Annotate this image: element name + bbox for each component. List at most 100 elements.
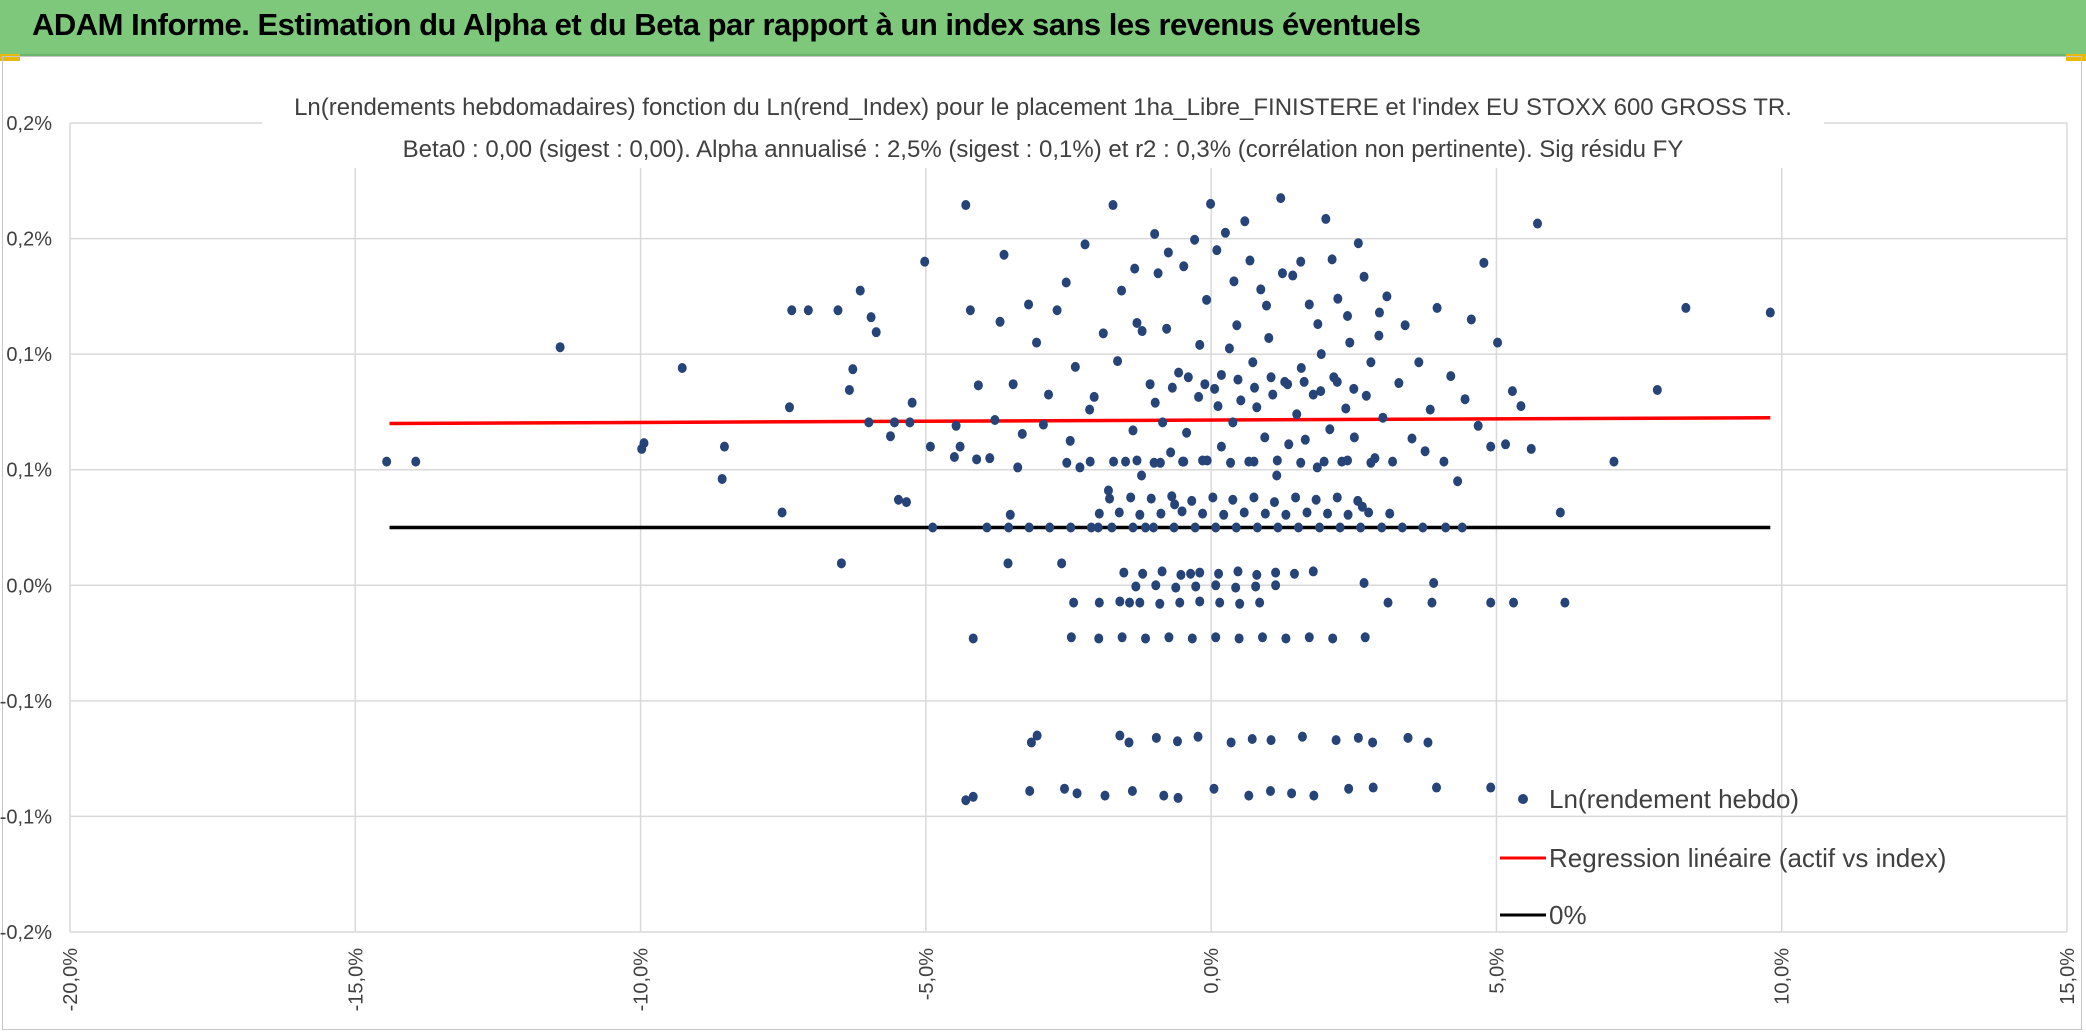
data-point [1191, 581, 1201, 592]
data-point [1187, 495, 1197, 506]
data-point [1061, 277, 1071, 288]
data-point [1271, 567, 1281, 578]
data-point [1232, 320, 1242, 331]
chart-frame [2, 56, 2082, 1030]
data-point [1151, 580, 1161, 591]
data-point [1164, 632, 1174, 643]
data-point [1186, 568, 1196, 579]
data-point [1349, 383, 1359, 394]
data-point [961, 200, 971, 211]
data-point [1343, 455, 1353, 466]
data-point [1385, 508, 1395, 519]
data-point [1212, 245, 1222, 256]
data-point [901, 497, 911, 508]
data-point [1284, 439, 1294, 450]
data-point [973, 380, 983, 391]
banner: ADAM Informe. Estimation du Alpha et du … [0, 0, 2086, 56]
data-point [1501, 439, 1511, 450]
data-point [995, 316, 1005, 327]
data-point [1236, 395, 1246, 406]
data-point [1145, 379, 1155, 390]
data-point [1335, 522, 1345, 533]
data-point [1486, 441, 1496, 452]
data-point [1179, 456, 1189, 467]
data-point [990, 415, 1000, 426]
data-point [972, 454, 982, 465]
data-point [1158, 417, 1168, 428]
data-point [1177, 506, 1187, 517]
data-point [1360, 632, 1370, 643]
data-point [1173, 792, 1183, 803]
data-point [787, 305, 797, 316]
data-point [1125, 597, 1135, 608]
corner-marker-left [0, 54, 20, 61]
data-point [1397, 522, 1407, 533]
data-point [1211, 522, 1221, 533]
data-point [1361, 390, 1371, 401]
data-point [1206, 198, 1216, 209]
data-point [1441, 522, 1451, 533]
data-point [1075, 462, 1085, 473]
data-point [719, 441, 729, 452]
data-point [1473, 420, 1483, 431]
data-point [1382, 291, 1392, 302]
data-point [1115, 596, 1125, 607]
corner-marker-right [2066, 54, 2086, 61]
data-point [1119, 567, 1129, 578]
data-point [1272, 455, 1282, 466]
chart-title-line1: Ln(rendements hebdomadaires) fonction du… [294, 94, 1792, 121]
data-point [1252, 569, 1262, 580]
data-point [1135, 597, 1145, 608]
data-point [982, 522, 992, 533]
data-point [1072, 788, 1082, 799]
y-axis-labels: 0,2% 0,2% 0,1% 0,1% 0,0% -0,1% -0,1% -0,2% [0, 113, 52, 944]
data-point [1457, 522, 1467, 533]
data-point [1226, 457, 1236, 468]
data-point [717, 473, 727, 484]
data-point [1157, 566, 1167, 577]
data-point [1100, 790, 1110, 801]
data-point [1420, 446, 1430, 457]
data-point [637, 443, 647, 454]
data-point [1113, 356, 1123, 367]
data-point [1038, 419, 1048, 430]
data-point [1128, 425, 1138, 436]
data-point [1150, 228, 1160, 239]
data-point [1137, 326, 1147, 337]
data-point [1065, 435, 1075, 446]
data-point [1156, 508, 1166, 519]
data-point [1432, 302, 1442, 313]
data-point [905, 417, 915, 428]
data-point [1403, 732, 1413, 743]
data-point [1213, 401, 1223, 412]
data-point [1297, 731, 1307, 742]
data-point [1681, 302, 1691, 313]
data-point [1089, 391, 1099, 402]
data-point [1187, 633, 1197, 644]
data-point [1153, 268, 1163, 279]
y-tick-label: 0,1% [6, 344, 52, 366]
data-point [1167, 382, 1177, 393]
data-point [1137, 470, 1147, 481]
data-point [1174, 367, 1184, 378]
data-point [1526, 443, 1536, 454]
data-point [1008, 379, 1018, 390]
data-point [1256, 284, 1266, 295]
data-point [848, 364, 858, 375]
data-point [1115, 730, 1125, 741]
data-point [677, 363, 687, 374]
chart-title-line2: Beta0 : 0,00 (sigest : 0,00). Alpha annu… [403, 136, 1684, 163]
data-point [1094, 633, 1104, 644]
data-point [1224, 343, 1234, 354]
data-point [1233, 566, 1243, 577]
data-point [1289, 568, 1299, 579]
data-point [1353, 495, 1363, 506]
data-point [1169, 522, 1179, 533]
data-point [907, 397, 917, 408]
data-point [1309, 790, 1319, 801]
data-point [1304, 632, 1314, 643]
data-point [1291, 492, 1301, 503]
data-point [1211, 580, 1221, 591]
data-point [1555, 507, 1565, 518]
banner-title: ADAM Informe. Estimation du Alpha et du … [32, 7, 1421, 42]
